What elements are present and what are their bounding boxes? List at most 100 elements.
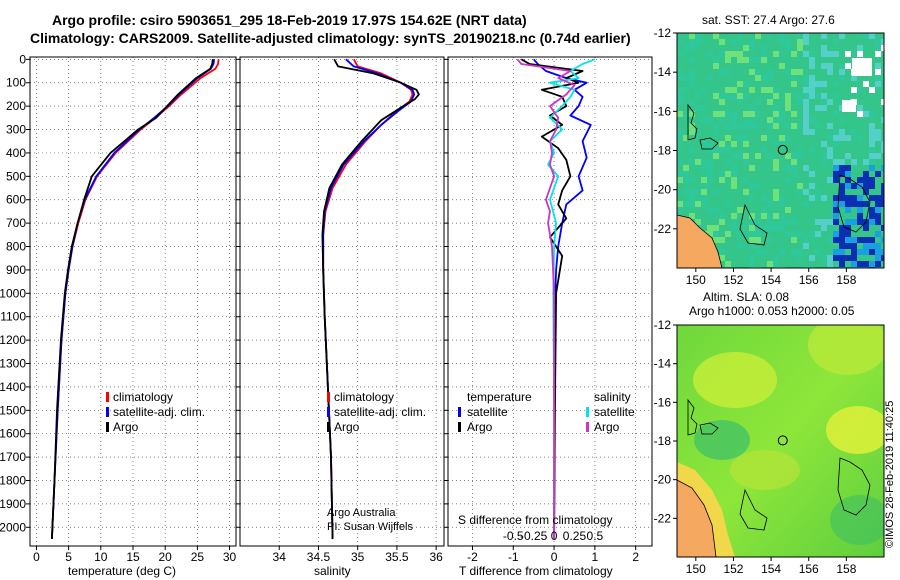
sst-cell — [803, 183, 809, 189]
sst-cell — [881, 33, 884, 39]
sst-cell — [713, 195, 719, 201]
sst-cell — [767, 57, 773, 63]
sst-cell — [719, 237, 725, 243]
sst-cell — [725, 141, 731, 147]
sst-cell — [803, 237, 809, 243]
sst-cell — [713, 45, 719, 51]
sst-cell — [701, 81, 707, 87]
sst-cell — [773, 165, 779, 171]
sst-cell — [737, 93, 743, 99]
sst-cell — [827, 213, 833, 219]
sst-cell — [749, 165, 755, 171]
reef-outline — [739, 488, 768, 531]
sst-cell — [809, 195, 815, 201]
salinity-legend: climatology satellite-adj. clim. Argo Ar… — [327, 390, 426, 533]
sst-cell — [857, 165, 863, 171]
sst-cell — [779, 117, 785, 123]
sst-cell — [707, 171, 713, 177]
sst-cell — [779, 177, 785, 183]
sst-cell — [701, 207, 707, 213]
sst-cell — [857, 243, 863, 249]
legend-label: Argo — [594, 420, 620, 434]
sst-cell — [731, 183, 737, 189]
sst-cell — [851, 153, 857, 159]
sst-cell — [725, 159, 731, 165]
sst-cell — [737, 147, 743, 153]
sla-feature — [730, 450, 800, 490]
sst-cell — [857, 153, 863, 159]
sst-cell — [881, 63, 884, 69]
sst-cell — [881, 225, 884, 231]
temperature-panel: 0100200300400500600700800900100011001200… — [0, 52, 237, 564]
sst-cell — [719, 39, 725, 45]
map-x-tick-label: 152 — [723, 273, 743, 287]
y-tick-label: 2000 — [0, 520, 26, 534]
plot-frame — [447, 56, 653, 547]
sst-cell — [719, 45, 725, 51]
sst-cell — [875, 75, 881, 81]
sst-cell — [677, 183, 683, 189]
sst-cell — [791, 123, 797, 129]
sst-cell — [869, 201, 875, 207]
x-tick-label: 5 — [65, 550, 72, 564]
sst-cell — [863, 165, 869, 171]
sst-cell — [791, 33, 797, 39]
sst-cell — [791, 159, 797, 165]
sst-cell — [683, 135, 689, 141]
sst-cell — [689, 99, 695, 105]
sst-cell — [845, 165, 851, 171]
sst-cell — [821, 243, 827, 249]
sst-cell — [833, 261, 839, 267]
sst-cell — [833, 231, 839, 237]
sst-cell — [851, 249, 857, 255]
sst-cell — [779, 165, 785, 171]
reef-outline — [687, 103, 698, 141]
sst-cell — [767, 141, 773, 147]
sst-cell — [767, 51, 773, 57]
sst-cell — [839, 51, 845, 57]
sst-cell — [815, 255, 821, 261]
sst-cell — [677, 201, 683, 207]
sst-cell — [815, 135, 821, 141]
sst-cell — [755, 51, 761, 57]
sst-cell — [875, 129, 881, 135]
sst-cell — [755, 195, 761, 201]
sst-cell — [869, 237, 875, 243]
sst-cell — [737, 99, 743, 105]
sst-cell — [761, 177, 767, 183]
sst-cell — [827, 81, 833, 87]
sst-cell — [737, 201, 743, 207]
sst-cell — [785, 45, 791, 51]
sst-cell — [731, 123, 737, 129]
sst-cell — [791, 219, 797, 225]
sst-cell — [767, 45, 773, 51]
sst-cell — [851, 207, 857, 213]
salinity-xlabel: salinity — [314, 564, 351, 578]
sst-cell — [809, 237, 815, 243]
sst-cell — [779, 225, 785, 231]
sst-cell — [803, 105, 809, 111]
sst-cell — [833, 237, 839, 243]
sst-cell — [755, 153, 761, 159]
sst-cell — [875, 63, 881, 69]
sst-cell — [791, 177, 797, 183]
map-y-tick-label: -20 — [654, 473, 672, 487]
sst-cell — [833, 57, 839, 63]
sst-cell — [797, 105, 803, 111]
sst-cell — [749, 213, 755, 219]
sst-cell — [761, 207, 767, 213]
sst-cell — [767, 135, 773, 141]
sst-cell — [827, 117, 833, 123]
sst-cell — [743, 207, 749, 213]
sst-cell — [863, 105, 869, 111]
sst-cell — [821, 123, 827, 129]
sst-cell — [791, 129, 797, 135]
sst-cell — [869, 123, 875, 129]
sst-cell — [677, 39, 683, 45]
sst-cell — [797, 123, 803, 129]
sst-cell — [785, 57, 791, 63]
sst-cell — [695, 81, 701, 87]
sst-cell — [845, 69, 851, 75]
sst-cell — [875, 189, 881, 195]
sst-cell — [767, 123, 773, 129]
